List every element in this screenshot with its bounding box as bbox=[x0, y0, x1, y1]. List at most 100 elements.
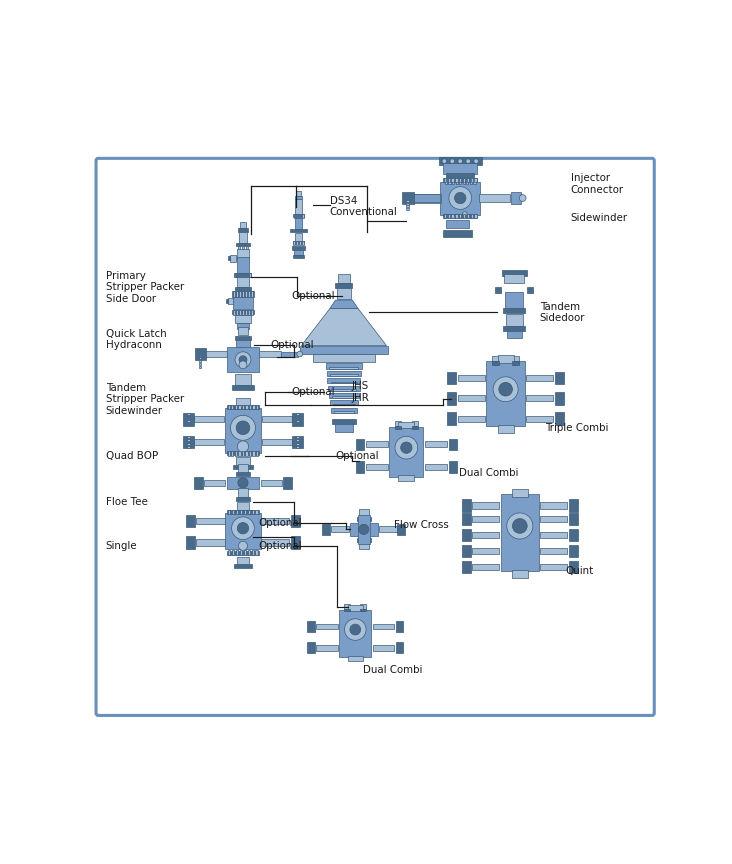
Bar bbox=[526, 375, 553, 381]
Bar bbox=[298, 214, 299, 218]
Text: Quint: Quint bbox=[566, 566, 594, 576]
Bar bbox=[474, 178, 477, 182]
Bar bbox=[455, 178, 458, 182]
Bar bbox=[425, 442, 447, 447]
Bar bbox=[245, 404, 247, 409]
Bar bbox=[242, 309, 244, 314]
Bar bbox=[335, 424, 353, 432]
Bar bbox=[228, 404, 230, 409]
Bar bbox=[334, 411, 354, 413]
Bar bbox=[512, 489, 528, 497]
Circle shape bbox=[512, 518, 527, 533]
Bar bbox=[459, 178, 461, 184]
Bar bbox=[302, 241, 304, 245]
Bar bbox=[327, 378, 360, 384]
Bar bbox=[472, 502, 499, 509]
Circle shape bbox=[442, 159, 447, 163]
Bar bbox=[294, 214, 295, 218]
Bar bbox=[444, 214, 446, 219]
Bar bbox=[187, 423, 190, 425]
Bar bbox=[540, 548, 567, 554]
Bar bbox=[198, 357, 201, 359]
Bar bbox=[569, 513, 578, 525]
Bar bbox=[187, 443, 190, 445]
Bar bbox=[569, 529, 578, 541]
Bar bbox=[244, 273, 245, 277]
Bar bbox=[299, 241, 301, 245]
Bar bbox=[291, 537, 299, 549]
Bar bbox=[194, 439, 224, 445]
Bar bbox=[296, 413, 299, 415]
Bar bbox=[242, 246, 244, 249]
Bar bbox=[248, 291, 250, 297]
Bar bbox=[458, 375, 485, 381]
Bar bbox=[296, 214, 297, 218]
Bar bbox=[232, 310, 254, 314]
Bar bbox=[462, 544, 471, 557]
Bar bbox=[242, 451, 244, 455]
Bar bbox=[398, 422, 414, 428]
Bar bbox=[332, 389, 356, 391]
Text: Flow Cross: Flow Cross bbox=[395, 520, 449, 530]
Circle shape bbox=[400, 442, 412, 454]
Bar bbox=[406, 198, 409, 200]
Bar bbox=[242, 291, 244, 297]
Bar bbox=[261, 518, 289, 524]
Bar bbox=[240, 510, 242, 514]
Bar bbox=[238, 464, 248, 473]
Bar bbox=[239, 291, 241, 297]
Circle shape bbox=[395, 436, 418, 459]
Circle shape bbox=[474, 159, 479, 163]
Circle shape bbox=[466, 159, 471, 163]
Bar bbox=[307, 643, 315, 653]
Bar bbox=[326, 364, 362, 369]
Bar bbox=[296, 440, 299, 442]
Bar bbox=[348, 656, 363, 661]
Text: Optional: Optional bbox=[259, 518, 302, 528]
Bar bbox=[447, 412, 456, 425]
Bar bbox=[512, 356, 519, 361]
Bar bbox=[239, 309, 241, 314]
Circle shape bbox=[237, 441, 249, 452]
Circle shape bbox=[498, 383, 512, 396]
Bar bbox=[540, 563, 567, 570]
Circle shape bbox=[458, 159, 463, 163]
Bar bbox=[507, 331, 521, 338]
Bar bbox=[291, 515, 299, 527]
Bar bbox=[236, 291, 238, 297]
Bar bbox=[232, 291, 254, 296]
Bar bbox=[256, 451, 258, 455]
Bar bbox=[492, 356, 498, 361]
Bar bbox=[231, 451, 234, 455]
Bar bbox=[245, 451, 247, 455]
Bar bbox=[226, 477, 259, 489]
Bar bbox=[396, 621, 403, 632]
Bar bbox=[247, 273, 248, 277]
Bar bbox=[236, 309, 238, 314]
Bar bbox=[184, 435, 193, 448]
Bar bbox=[235, 374, 251, 384]
Bar bbox=[236, 510, 239, 514]
Bar bbox=[540, 532, 567, 538]
Bar bbox=[365, 464, 388, 470]
Bar bbox=[238, 227, 248, 232]
Bar bbox=[448, 178, 450, 182]
Bar bbox=[466, 178, 468, 184]
Bar bbox=[251, 309, 253, 314]
Bar bbox=[291, 229, 307, 232]
Bar bbox=[236, 473, 250, 476]
Bar bbox=[467, 178, 469, 182]
Bar bbox=[569, 561, 578, 573]
Text: Single: Single bbox=[105, 542, 138, 551]
Bar bbox=[233, 309, 235, 314]
Bar bbox=[239, 232, 247, 244]
Bar bbox=[359, 541, 369, 550]
Bar bbox=[296, 443, 299, 445]
Bar bbox=[283, 477, 292, 488]
Bar bbox=[439, 157, 482, 165]
Bar bbox=[339, 610, 371, 657]
Bar bbox=[228, 550, 258, 555]
Bar bbox=[235, 336, 251, 340]
Bar bbox=[527, 287, 533, 293]
Circle shape bbox=[359, 524, 369, 535]
